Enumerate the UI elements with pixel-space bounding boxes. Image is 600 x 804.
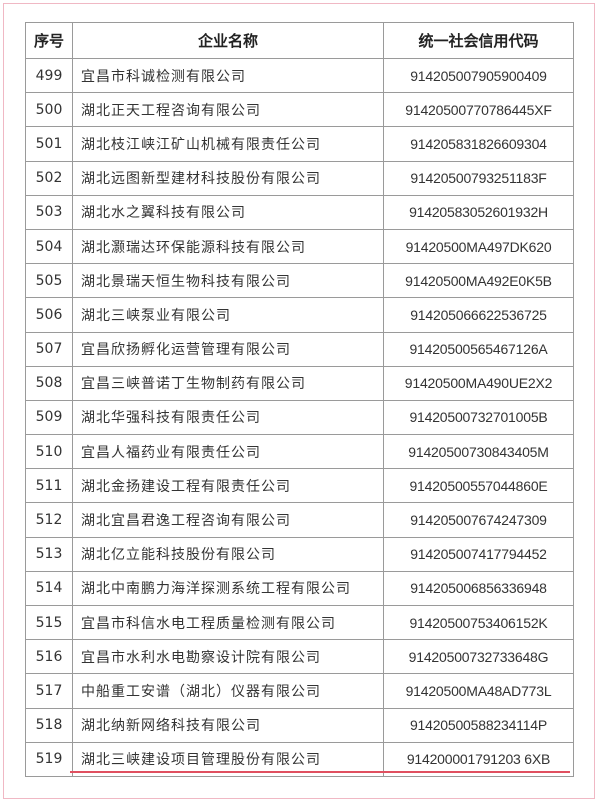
row-number: 516 (25, 639, 73, 675)
company-name: 宜昌人福药业有限责任公司 (72, 434, 384, 470)
company-name: 湖北宜昌君逸工程咨询有限公司 (72, 502, 384, 538)
company-name: 湖北正天工程咨询有限公司 (72, 92, 384, 128)
credit-code: 91420500557044860E (383, 468, 574, 504)
row-number: 515 (25, 604, 73, 641)
table-row: 499 宜昌市科诚检测有限公司 914205007905900409 (25, 57, 574, 94)
table-row: 512 湖北宜昌君逸工程咨询有限公司 914205007674247309 (25, 502, 574, 538)
credit-code: 91420500732701005B (383, 399, 574, 436)
company-name: 宜昌欣扬孵化运营管理有限公司 (72, 331, 384, 367)
company-name: 湖北远图新型建材科技股份有限公司 (72, 160, 384, 196)
table-header-row: 序号 企业名称 统一社会信用代码 (25, 22, 574, 59)
enterprise-table: 序号 企业名称 统一社会信用代码 499 宜昌市科诚检测有限公司 914205007… (25, 22, 574, 777)
table-body: 499 宜昌市科诚检测有限公司 914205007905900409 500 湖北正天工… (25, 57, 574, 777)
table-row: 504 湖北灏瑞达环保能源科技有限公司 91420500MA497DK620 (25, 228, 574, 265)
table-row: 511 湖北金扬建设工程有限责任公司 91420500557044860E (25, 468, 574, 504)
row-number: 502 (25, 160, 73, 196)
credit-code: 914205831826609304 (383, 126, 574, 162)
header-name: 企业名称 (72, 22, 384, 59)
company-name: 湖北景瑞天恒生物科技有限公司 (72, 263, 384, 299)
row-number: 509 (25, 399, 73, 436)
row-number: 512 (25, 502, 73, 538)
red-underline (70, 771, 570, 773)
table-row: 500 湖北正天工程咨询有限公司 91420500770786445XF (25, 92, 574, 128)
credit-code: 91420583052601932H (383, 194, 574, 230)
table-row: 503 湖北水之翼科技有限公司 91420583052601932H (25, 194, 574, 230)
company-name: 湖北三峡泵业有限公司 (72, 297, 384, 333)
credit-code: 914205066622536725 (383, 297, 574, 333)
page-border (3, 3, 595, 799)
table-row: 502 湖北远图新型建材科技股份有限公司 91420500793251183F (25, 160, 574, 196)
table-row: 506 湖北三峡泵业有限公司 914205066622536725 (25, 297, 574, 333)
row-number: 503 (25, 194, 73, 230)
row-number: 517 (25, 673, 73, 709)
company-name: 湖北金扬建设工程有限责任公司 (72, 468, 384, 504)
credit-code: 914205007417794452 (383, 536, 574, 572)
company-name: 湖北纳新网络科技有限公司 (72, 707, 384, 743)
row-number: 505 (25, 263, 73, 299)
company-name: 中船重工安谱（湖北）仪器有限公司 (72, 673, 384, 709)
company-name: 湖北亿立能科技股份有限公司 (72, 536, 384, 572)
company-name: 湖北华强科技有限责任公司 (72, 399, 384, 436)
credit-code: 91420500770786445XF (383, 92, 574, 128)
table-row: 509 湖北华强科技有限责任公司 91420500732701005B (25, 399, 574, 436)
credit-code: 914205007674247309 (383, 502, 574, 538)
row-number: 508 (25, 365, 73, 401)
row-number: 514 (25, 570, 73, 607)
table-row: 508 宜昌三峡普诺丁生物制药有限公司 91420500MA490UE2X2 (25, 365, 574, 401)
table-row: 518 湖北纳新网络科技有限公司 91420500588234114P (25, 707, 574, 743)
table-row: 510 宜昌人福药业有限责任公司 91420500730843405M (25, 434, 574, 470)
row-number: 500 (25, 92, 73, 128)
company-name: 湖北枝江峡江矿山机械有限责任公司 (72, 126, 384, 162)
row-number: 513 (25, 536, 73, 572)
table-row: 515 宜昌市科信水电工程质量检测有限公司 91420500753406152K (25, 604, 574, 641)
credit-code: 91420500793251183F (383, 160, 574, 196)
table-row: 501 湖北枝江峡江矿山机械有限责任公司 914205831826609304 (25, 126, 574, 162)
row-number: 510 (25, 434, 73, 470)
credit-code: 91420500MA490UE2X2 (383, 365, 574, 401)
table-row: 517 中船重工安谱（湖北）仪器有限公司 91420500MA48AD773L (25, 673, 574, 709)
row-number: 501 (25, 126, 73, 162)
row-number: 519 (25, 741, 73, 777)
credit-code: 914205006856336948 (383, 570, 574, 607)
credit-code: 91420500MA48AD773L (383, 673, 574, 709)
company-name: 湖北水之翼科技有限公司 (72, 194, 384, 230)
table-row: 514 湖北中南鹏力海洋探测系统工程有限公司 914205006856336948 (25, 570, 574, 607)
row-number: 518 (25, 707, 73, 743)
credit-code: 91420500565467126A (383, 331, 574, 367)
row-number: 506 (25, 297, 73, 333)
credit-code: 91420500732733648G (383, 639, 574, 675)
row-number: 511 (25, 468, 73, 504)
table-row: 507 宜昌欣扬孵化运营管理有限公司 91420500565467126A (25, 331, 574, 367)
credit-code: 91420500730843405M (383, 434, 574, 470)
company-name: 宜昌市科诚检测有限公司 (72, 57, 384, 94)
credit-code: 91420500MA492E0K5B (383, 263, 574, 299)
header-code: 统一社会信用代码 (383, 22, 574, 59)
row-number: 499 (25, 57, 73, 94)
credit-code: 91420500753406152K (383, 604, 574, 641)
credit-code: 914205007905900409 (383, 57, 574, 94)
table-row: 516 宜昌市水利水电勘察设计院有限公司 91420500732733648G (25, 639, 574, 675)
header-no: 序号 (25, 22, 73, 59)
company-name: 宜昌市科信水电工程质量检测有限公司 (72, 604, 384, 641)
row-number: 504 (25, 228, 73, 265)
company-name: 湖北中南鹏力海洋探测系统工程有限公司 (72, 570, 384, 607)
company-name: 宜昌三峡普诺丁生物制药有限公司 (72, 365, 384, 401)
credit-code: 91420500MA497DK620 (383, 228, 574, 265)
row-number: 507 (25, 331, 73, 367)
company-name: 宜昌市水利水电勘察设计院有限公司 (72, 639, 384, 675)
table-row: 505 湖北景瑞天恒生物科技有限公司 91420500MA492E0K5B (25, 263, 574, 299)
company-name: 湖北灏瑞达环保能源科技有限公司 (72, 228, 384, 265)
table-row: 513 湖北亿立能科技股份有限公司 914205007417794452 (25, 536, 574, 572)
credit-code: 91420500588234114P (383, 707, 574, 743)
